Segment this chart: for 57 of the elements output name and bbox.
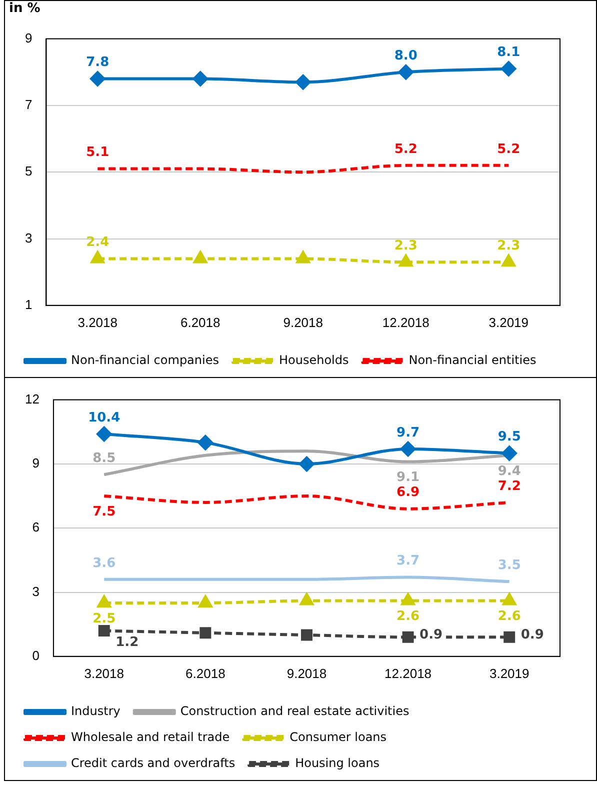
legend-label: Housing loans — [295, 756, 380, 770]
y-tick-label: 3 — [32, 584, 40, 599]
data-label: 9.4 — [498, 464, 521, 479]
y-tick-label: 6 — [32, 520, 40, 535]
data-label: 7.2 — [498, 478, 521, 494]
chart-title: in % — [8, 1, 42, 17]
data-label: 9.1 — [396, 470, 420, 486]
x-tick-label: 6.2018 — [186, 666, 226, 681]
x-tick-label: 3.2019 — [489, 666, 530, 681]
legend-label: Consumer loans — [290, 730, 387, 744]
data-label: 8.1 — [497, 45, 520, 60]
y-tick-label: 1 — [24, 296, 32, 312]
data-label: 2.4 — [86, 235, 110, 250]
data-label: 3.7 — [396, 554, 420, 569]
x-tick-label: 12.2018 — [382, 314, 430, 330]
y-tick-label: 12 — [24, 391, 40, 406]
x-tick-label: 3.2018 — [78, 314, 118, 330]
y-tick-label: 9 — [24, 30, 32, 46]
y-tick-label: 0 — [32, 648, 40, 663]
legend-label: Households — [278, 353, 349, 368]
data-label: 7.8 — [86, 55, 110, 70]
data-label: 2.3 — [497, 238, 520, 254]
data-label: 2.5 — [92, 611, 116, 626]
data-label: 0.9 — [520, 628, 544, 643]
x-tick-label: 9.2018 — [283, 314, 323, 330]
x-tick-label: 9.2018 — [286, 666, 327, 681]
data-label: 8.0 — [394, 48, 418, 64]
data-label: 5.1 — [86, 145, 110, 160]
legend-label: Credit cards and overdrafts — [71, 756, 236, 770]
legend-label: Non-financial entities — [408, 353, 536, 368]
data-label: 1.2 — [116, 635, 139, 650]
legend-label: Construction and real estate activities — [180, 704, 410, 718]
legend-label: Wholesale and retail trade — [71, 730, 230, 744]
y-tick-label: 7 — [24, 97, 32, 112]
data-label: 3.5 — [498, 558, 521, 573]
x-tick-label: 3.2019 — [488, 314, 529, 330]
data-label: 3.6 — [92, 556, 116, 571]
data-label: 0.9 — [420, 628, 443, 643]
x-tick-label: 3.2018 — [84, 666, 124, 681]
data-label: 7.5 — [92, 504, 116, 520]
y-tick-label: 9 — [32, 456, 40, 471]
x-tick-label: 12.2018 — [384, 666, 432, 681]
y-tick-label: 3 — [24, 230, 32, 246]
data-label: 2.6 — [498, 609, 521, 624]
data-label: 5.2 — [394, 142, 418, 157]
data-label: 8.5 — [92, 451, 116, 466]
data-label: 9.7 — [396, 425, 420, 440]
data-label: 2.6 — [396, 609, 420, 624]
x-tick-label: 6.2018 — [180, 314, 220, 330]
data-label: 6.9 — [396, 485, 420, 500]
y-tick-label: 5 — [24, 164, 32, 179]
data-label: 9.5 — [498, 430, 521, 445]
legend-label: Non-financial companies — [71, 353, 219, 368]
legend-label: Industry — [71, 704, 120, 718]
data-label: 2.3 — [394, 238, 418, 254]
data-label: 10.4 — [88, 410, 120, 426]
data-label: 5.2 — [497, 142, 520, 157]
